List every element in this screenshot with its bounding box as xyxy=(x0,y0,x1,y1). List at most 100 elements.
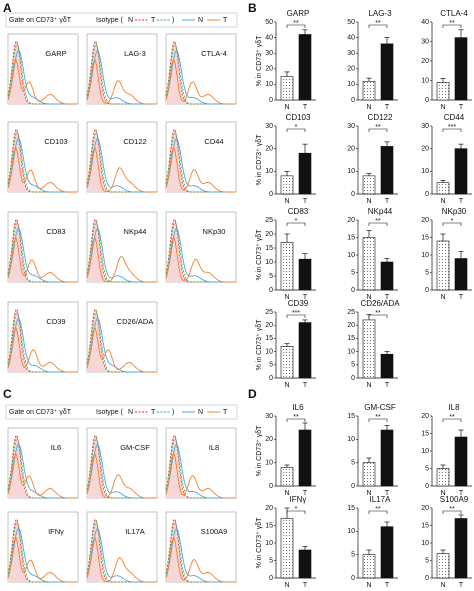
legend-label: T xyxy=(151,17,156,24)
y-tick-label: 20 xyxy=(421,413,429,420)
y-tick-label: 0 xyxy=(425,97,429,104)
x-tick-label: T xyxy=(303,294,308,301)
x-tick-label: T xyxy=(385,582,390,589)
significance-bracket xyxy=(442,24,462,28)
y-tick-label: 10 xyxy=(347,348,355,355)
y-tick-label: 5 xyxy=(351,269,355,276)
significance-label: ** xyxy=(449,20,455,27)
significance-bracket xyxy=(368,128,388,132)
isotype-fill xyxy=(166,129,236,192)
isotype-fill xyxy=(87,129,157,192)
t-curve xyxy=(7,327,78,373)
isotype-t-curve xyxy=(7,521,78,583)
y-tick-label: 15 xyxy=(265,335,273,342)
marker-label: GM-CSF xyxy=(120,443,150,452)
isotype-fill xyxy=(87,519,157,582)
significance-label: *** xyxy=(448,124,456,131)
significance-label: ** xyxy=(375,20,381,27)
y-tick-label: 10 xyxy=(347,168,355,175)
y-axis-label: % in CD73⁺ γδT xyxy=(256,229,263,280)
bar xyxy=(380,146,394,195)
y-tick-label: 0 xyxy=(269,191,273,198)
y-tick-label: 5 xyxy=(269,557,273,564)
y-tick-label: 15 xyxy=(421,522,429,529)
chart-title: GARP xyxy=(287,9,310,18)
significance-bracket xyxy=(442,510,462,514)
panel-label: B xyxy=(248,1,257,15)
isotype-fill xyxy=(166,41,236,104)
chart-title: CD44 xyxy=(444,113,465,122)
bar-texture xyxy=(363,319,375,378)
gate-box xyxy=(5,12,238,28)
bar xyxy=(380,353,394,379)
y-tick-label: 5 xyxy=(425,269,429,276)
marker-label: GARP xyxy=(45,49,66,58)
significance-bracket xyxy=(368,24,388,28)
bar-texture xyxy=(437,82,449,100)
legend-text: ) xyxy=(172,17,174,24)
y-tick-label: 0 xyxy=(269,575,273,582)
marker-label: IL17A xyxy=(125,527,145,536)
marker-label: IFNγ xyxy=(48,527,64,536)
chart-title: NKp44 xyxy=(368,207,393,216)
bar xyxy=(454,518,468,579)
chart-title: IFNγ xyxy=(290,495,307,504)
y-tick-label: 10 xyxy=(347,252,355,259)
y-tick-label: 25 xyxy=(347,309,355,316)
x-tick-label: T xyxy=(303,582,308,589)
y-tick-label: 15 xyxy=(421,430,429,437)
marker-label: CD26/ADA xyxy=(117,317,154,326)
y-tick-label: 0 xyxy=(351,287,355,294)
significance-bracket xyxy=(442,418,462,422)
isotype-fill xyxy=(87,435,157,498)
significance-label: ** xyxy=(375,218,381,225)
y-tick-label: 20 xyxy=(347,146,355,153)
isotype-fill xyxy=(87,219,157,282)
y-tick-label: 10 xyxy=(265,168,273,175)
isotype-fill xyxy=(8,129,78,192)
x-tick-label: T xyxy=(459,198,464,205)
x-tick-label: N xyxy=(366,382,371,389)
legend-label: N xyxy=(198,17,203,24)
legend-text: Isotype ( xyxy=(96,17,124,24)
marker-label: CD122 xyxy=(123,137,146,146)
bar-texture xyxy=(363,81,375,100)
bar xyxy=(380,261,394,291)
bar xyxy=(298,152,312,195)
t-curve xyxy=(7,147,78,193)
bar-texture xyxy=(363,175,375,194)
gate-text: Gate on CD73⁺ γδT xyxy=(9,17,72,24)
y-tick-label: 20 xyxy=(421,58,429,65)
y-tick-label: 30 xyxy=(265,50,273,57)
y-axis-label: % in CD73⁺ γδT xyxy=(256,319,263,370)
y-tick-label: 15 xyxy=(347,505,355,512)
significance-bracket xyxy=(368,510,388,514)
bar-texture xyxy=(281,467,293,486)
y-axis-label: % in CD73⁺ γδT xyxy=(256,517,263,568)
t-curve xyxy=(86,237,157,283)
isotype-t-curve xyxy=(86,221,157,283)
marker-label: CTLA-4 xyxy=(201,49,227,58)
t-curve xyxy=(165,537,236,583)
x-tick-label: T xyxy=(385,104,390,111)
y-tick-label: 40 xyxy=(347,34,355,41)
bar xyxy=(454,258,468,291)
isotype-fill xyxy=(166,219,236,282)
bar-texture xyxy=(437,182,449,194)
isotype-t-curve xyxy=(165,43,236,105)
t-curve xyxy=(86,327,157,373)
chart-title: GM-CSF xyxy=(364,403,396,412)
y-tick-label: 20 xyxy=(347,66,355,73)
y-tick-label: 10 xyxy=(265,460,273,467)
t-curve xyxy=(165,147,236,193)
bar xyxy=(380,429,394,487)
chart-title: CTLA-4 xyxy=(440,9,468,18)
t-curve xyxy=(7,537,78,583)
isotype-t-curve xyxy=(165,221,236,283)
t-curve xyxy=(7,237,78,283)
significance-label: ** xyxy=(293,414,299,421)
significance-label: ** xyxy=(293,20,299,27)
x-tick-label: T xyxy=(303,490,308,497)
legend-label: N xyxy=(128,409,133,416)
legend-text: ) xyxy=(172,409,174,416)
